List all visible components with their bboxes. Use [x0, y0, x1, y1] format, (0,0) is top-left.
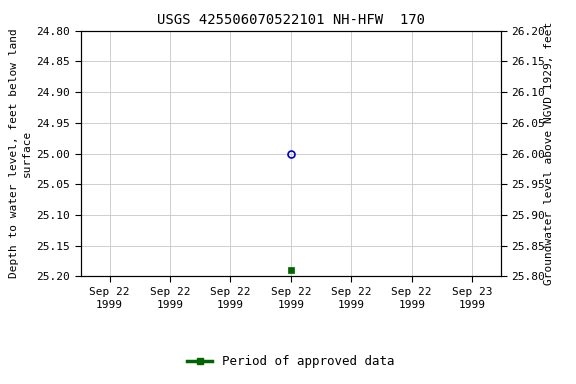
Title: USGS 425506070522101 NH-HFW  170: USGS 425506070522101 NH-HFW 170: [157, 13, 425, 27]
Y-axis label: Depth to water level, feet below land
surface: Depth to water level, feet below land su…: [9, 29, 32, 278]
Y-axis label: Groundwater level above NGVD 1929, feet: Groundwater level above NGVD 1929, feet: [544, 22, 555, 285]
Legend: Period of approved data: Period of approved data: [182, 351, 400, 374]
